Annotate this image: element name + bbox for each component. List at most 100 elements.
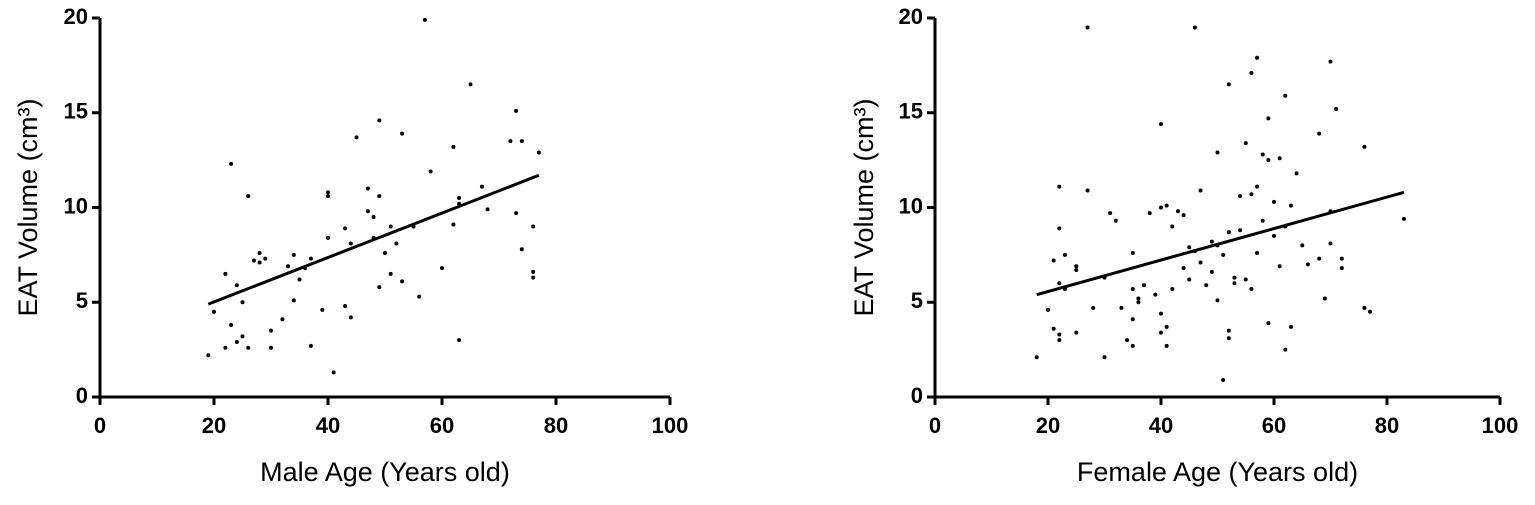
point (1102, 355, 1107, 360)
point (348, 241, 353, 246)
point (1272, 199, 1276, 204)
point (1057, 338, 1062, 343)
point (428, 169, 433, 174)
point (1130, 250, 1135, 255)
point (457, 196, 462, 201)
point (451, 222, 456, 227)
point (1288, 324, 1293, 329)
point (257, 250, 262, 255)
point (377, 118, 382, 123)
point (388, 224, 393, 229)
point (331, 370, 336, 375)
point (519, 247, 524, 252)
point (388, 271, 393, 276)
point (229, 161, 234, 166)
point (240, 300, 245, 305)
point (234, 283, 239, 288)
point (1057, 332, 1062, 337)
x-tick-label: 0 (94, 413, 106, 438)
point (354, 135, 359, 140)
point (1046, 307, 1050, 312)
point (326, 235, 330, 240)
point (468, 82, 473, 87)
point (1362, 144, 1367, 149)
point (377, 194, 382, 199)
point (422, 17, 427, 22)
point (1266, 116, 1271, 121)
x-tick-label: 20 (202, 413, 226, 438)
y-tick-label: 20 (64, 4, 88, 29)
x-tick-label: 20 (1036, 413, 1060, 438)
point (206, 353, 211, 358)
point (400, 279, 405, 284)
point (1249, 70, 1254, 75)
point (1339, 256, 1344, 261)
y-tick-label: 0 (911, 383, 923, 408)
y-axis-label: EAT Volume (cm³) (849, 98, 879, 316)
point (1322, 296, 1327, 301)
point (519, 139, 524, 144)
x-tick-label: 60 (430, 413, 454, 438)
point (1300, 243, 1305, 248)
point (1209, 269, 1214, 274)
point (1091, 305, 1096, 310)
y-tick-label: 10 (64, 193, 88, 218)
point (1181, 213, 1186, 218)
point (1057, 281, 1062, 286)
point (1249, 192, 1254, 197)
point (326, 190, 330, 195)
point (234, 340, 239, 345)
x-tick-label: 100 (652, 413, 689, 438)
point (1164, 343, 1169, 348)
point (269, 345, 273, 350)
point (1277, 264, 1282, 269)
point (1170, 224, 1175, 229)
point (1147, 211, 1152, 216)
point (1255, 55, 1260, 60)
point (1288, 203, 1293, 208)
point (485, 207, 490, 212)
point (223, 345, 228, 350)
point (240, 334, 245, 339)
point (1283, 347, 1288, 352)
point (1136, 300, 1141, 305)
y-tick-label: 15 (64, 99, 88, 124)
point (479, 184, 484, 189)
point (1198, 260, 1203, 265)
point (1164, 324, 1169, 329)
point (1215, 298, 1220, 303)
point (1074, 268, 1079, 273)
point (1074, 264, 1079, 269)
point (531, 224, 536, 229)
point (1119, 305, 1124, 310)
point (1215, 150, 1220, 155)
y-tick-label: 10 (899, 193, 923, 218)
point (1034, 355, 1039, 360)
point (1130, 286, 1135, 291)
x-tick-label: 80 (544, 413, 568, 438)
point (280, 317, 285, 322)
point (377, 285, 382, 290)
point (1108, 211, 1113, 216)
trend-line (1036, 190, 1405, 297)
point (1159, 205, 1163, 210)
point (531, 275, 536, 280)
point (1057, 184, 1062, 189)
point (1255, 250, 1260, 255)
point (291, 252, 296, 257)
point (1181, 266, 1186, 271)
point (1232, 281, 1237, 286)
point (229, 322, 234, 327)
point (1130, 317, 1135, 322)
point (1187, 245, 1192, 250)
point (508, 139, 513, 144)
point (1125, 338, 1130, 343)
point (1159, 122, 1163, 127)
x-tick-label: 0 (929, 413, 941, 438)
point (1221, 377, 1226, 382)
point (320, 307, 325, 312)
point (1266, 321, 1271, 326)
point (269, 328, 273, 333)
point (1266, 158, 1271, 163)
point (536, 150, 541, 155)
